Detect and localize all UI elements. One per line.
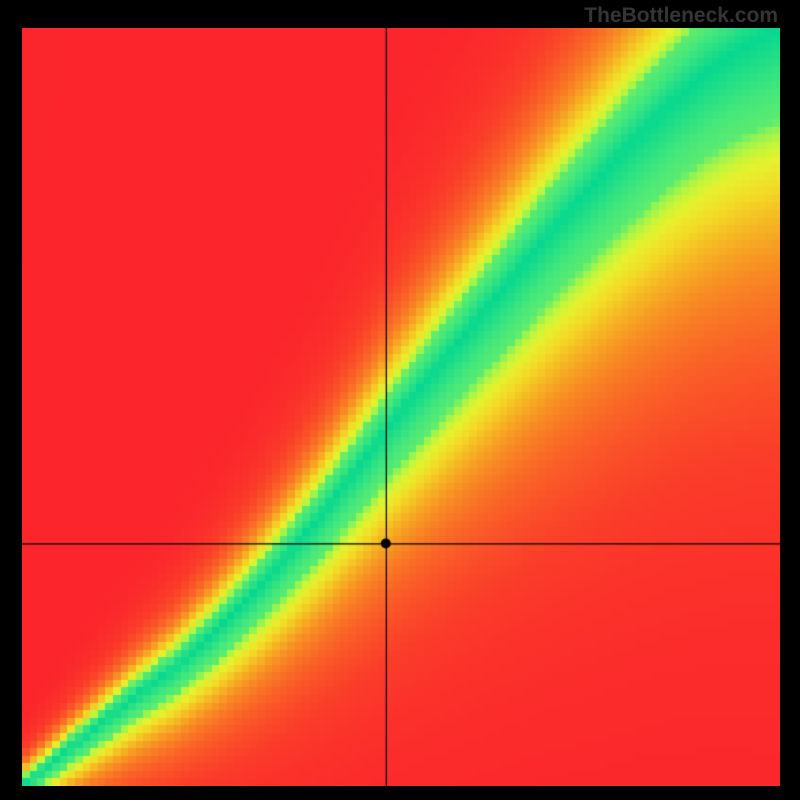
- bottleneck-heatmap: [22, 28, 780, 786]
- watermark-text: TheBottleneck.com: [584, 4, 778, 28]
- chart-container: { "watermark": { "text": "TheBottleneck.…: [0, 0, 800, 800]
